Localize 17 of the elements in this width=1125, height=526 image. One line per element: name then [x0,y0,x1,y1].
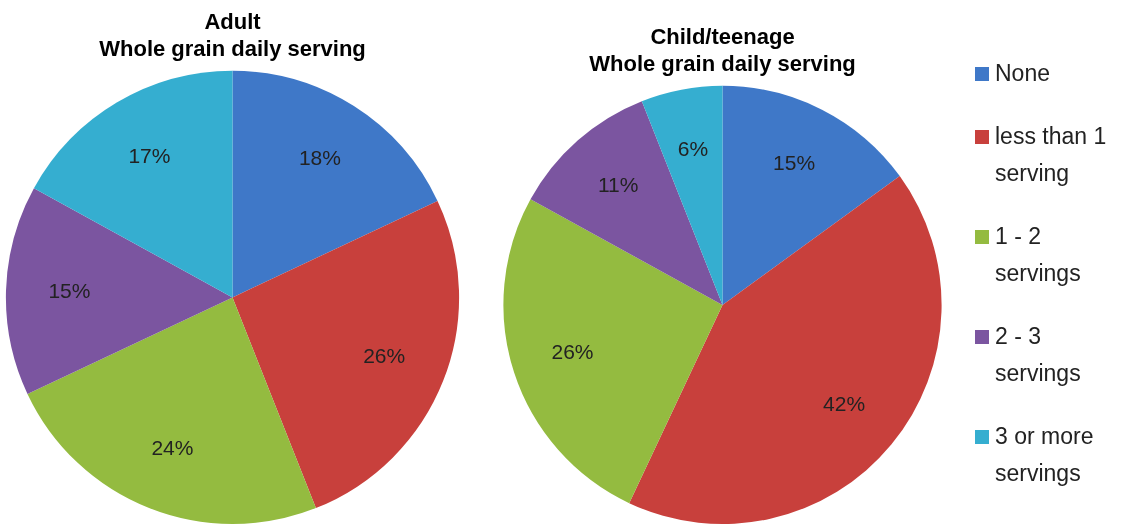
data-label: 17% [128,143,171,167]
data-label: 6% [677,136,709,160]
slice-label: Child/teenage Whole grain daily serving [589,24,856,76]
data-label: 42% [823,392,866,416]
data-label: 15% [48,279,91,303]
data-label: 15% [773,151,816,175]
legend-label: less than 1 serving [995,122,1108,188]
legend-label: 1 - 2 servings [995,222,1082,288]
legend-label: 3 or more servings [995,422,1095,488]
data-label: 26% [551,340,594,364]
slice-label: Adult Whole grain daily serving [99,9,366,61]
legend-label: None [995,59,1050,88]
data-label: 26% [363,344,406,368]
data-label: 24% [151,435,194,459]
data-label: 18% [298,146,341,170]
legend-label: 2 - 3 servings [995,322,1082,388]
data-label: 11% [597,173,639,197]
